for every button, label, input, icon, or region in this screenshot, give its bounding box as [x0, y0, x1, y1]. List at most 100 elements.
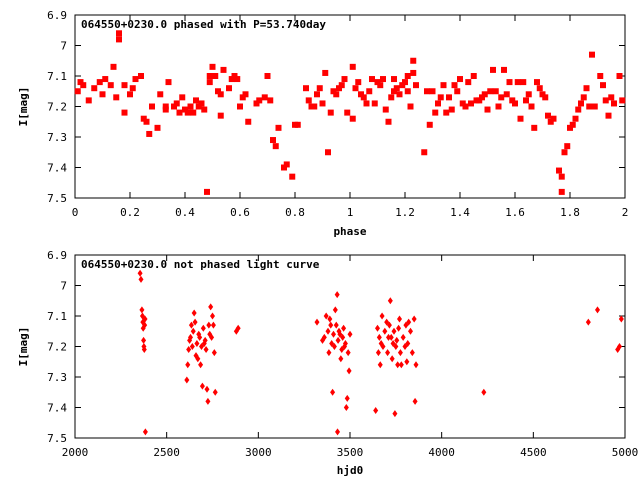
data-point	[396, 324, 402, 332]
data-point	[514, 79, 521, 86]
data-point	[212, 73, 219, 79]
data-point	[176, 109, 183, 116]
data-point	[85, 97, 92, 104]
data-point	[355, 79, 362, 86]
data-point	[408, 327, 413, 335]
data-point	[373, 407, 379, 415]
data-point	[595, 306, 600, 314]
data-point	[139, 306, 145, 314]
data-point	[619, 97, 626, 104]
data-point	[341, 324, 347, 332]
data-point	[142, 428, 148, 436]
data-point	[393, 85, 400, 92]
data-point	[231, 73, 238, 79]
data-point	[394, 336, 400, 344]
data-point	[347, 330, 353, 338]
data-point	[567, 124, 573, 131]
data-point	[99, 91, 106, 98]
data-point	[303, 85, 309, 92]
data-point	[127, 91, 133, 98]
data-point	[91, 85, 98, 92]
data-point	[192, 318, 198, 326]
axis-ticks: 0 0.2 0.4 0.6 0.8 1 1.2 1.4 1.6 1.8 2 6.9 7 7.1 7.2 7.3…	[47, 9, 628, 219]
x-tick-label: 1.2	[395, 206, 415, 219]
y-tick-label: 7.1	[47, 70, 67, 83]
data-point	[506, 79, 513, 86]
data-point	[316, 85, 323, 92]
data-point	[399, 82, 406, 89]
data-point	[189, 343, 195, 350]
data-point	[121, 82, 128, 89]
data-point	[319, 100, 326, 107]
x-tick-label: 3000	[245, 446, 272, 459]
data-point	[523, 97, 529, 104]
data-point	[531, 124, 538, 131]
data-point	[141, 336, 147, 344]
x-tick-label: 2500	[153, 446, 180, 459]
data-point	[407, 103, 414, 110]
data-point	[336, 85, 342, 92]
data-point	[331, 343, 337, 350]
y-tick-label: 7.3	[47, 131, 67, 144]
data-point	[210, 321, 216, 329]
data-point	[346, 367, 352, 375]
data-point	[204, 385, 210, 393]
data-point	[349, 115, 356, 122]
plot-frame	[74, 14, 626, 199]
data-point	[388, 94, 395, 101]
data-point	[206, 321, 212, 329]
data-point	[194, 339, 200, 347]
data-point	[209, 63, 216, 70]
data-point	[326, 349, 332, 357]
data-point	[481, 91, 488, 98]
data-point	[388, 333, 394, 341]
data-point	[289, 173, 296, 180]
data-point	[143, 118, 150, 125]
data-point	[421, 149, 428, 156]
y-axis-label: I[mag]	[17, 327, 30, 367]
data-point	[545, 112, 551, 119]
data-point	[275, 124, 282, 131]
x-tick-label: 4000	[428, 446, 455, 459]
y-tick-label: 7.4	[47, 162, 67, 175]
x-tick-label: 0.4	[175, 206, 195, 219]
data-point	[583, 85, 590, 92]
data-point	[165, 79, 172, 86]
data-point	[253, 100, 260, 107]
x-tick-label: 5000	[612, 446, 639, 459]
data-point	[335, 428, 341, 436]
data-point	[585, 318, 591, 326]
data-point	[239, 94, 246, 101]
data-point	[261, 94, 268, 101]
data-point	[245, 118, 252, 125]
data-point	[495, 103, 502, 110]
data-point	[528, 103, 535, 110]
x-tick-label: 2	[622, 206, 629, 219]
data-point	[333, 91, 340, 98]
y-tick-label: 7.2	[47, 341, 67, 354]
data-point	[187, 103, 194, 110]
data-point	[490, 66, 496, 73]
data-point	[344, 394, 350, 402]
data-point	[195, 103, 202, 110]
data-point	[197, 333, 203, 341]
phased-panel: 0 0.2 0.4 0.6 0.8 1 1.2 1.4 1.6 1.8 2 6.9 7 7.1 7.2 7.3…	[17, 9, 628, 238]
data-point	[235, 324, 241, 332]
data-point	[409, 349, 415, 357]
data-point	[369, 76, 375, 83]
data-point	[412, 397, 418, 405]
data-point	[325, 149, 331, 156]
data-point	[332, 306, 338, 314]
data-point	[451, 82, 458, 89]
data-point	[405, 339, 411, 347]
data-point	[228, 76, 235, 83]
data-point	[338, 355, 344, 363]
data-point	[429, 88, 436, 95]
data-point	[484, 106, 491, 113]
data-point	[188, 333, 193, 341]
data-point	[352, 85, 359, 92]
data-point	[432, 109, 439, 116]
data-point	[314, 91, 320, 98]
data-point	[107, 82, 114, 89]
